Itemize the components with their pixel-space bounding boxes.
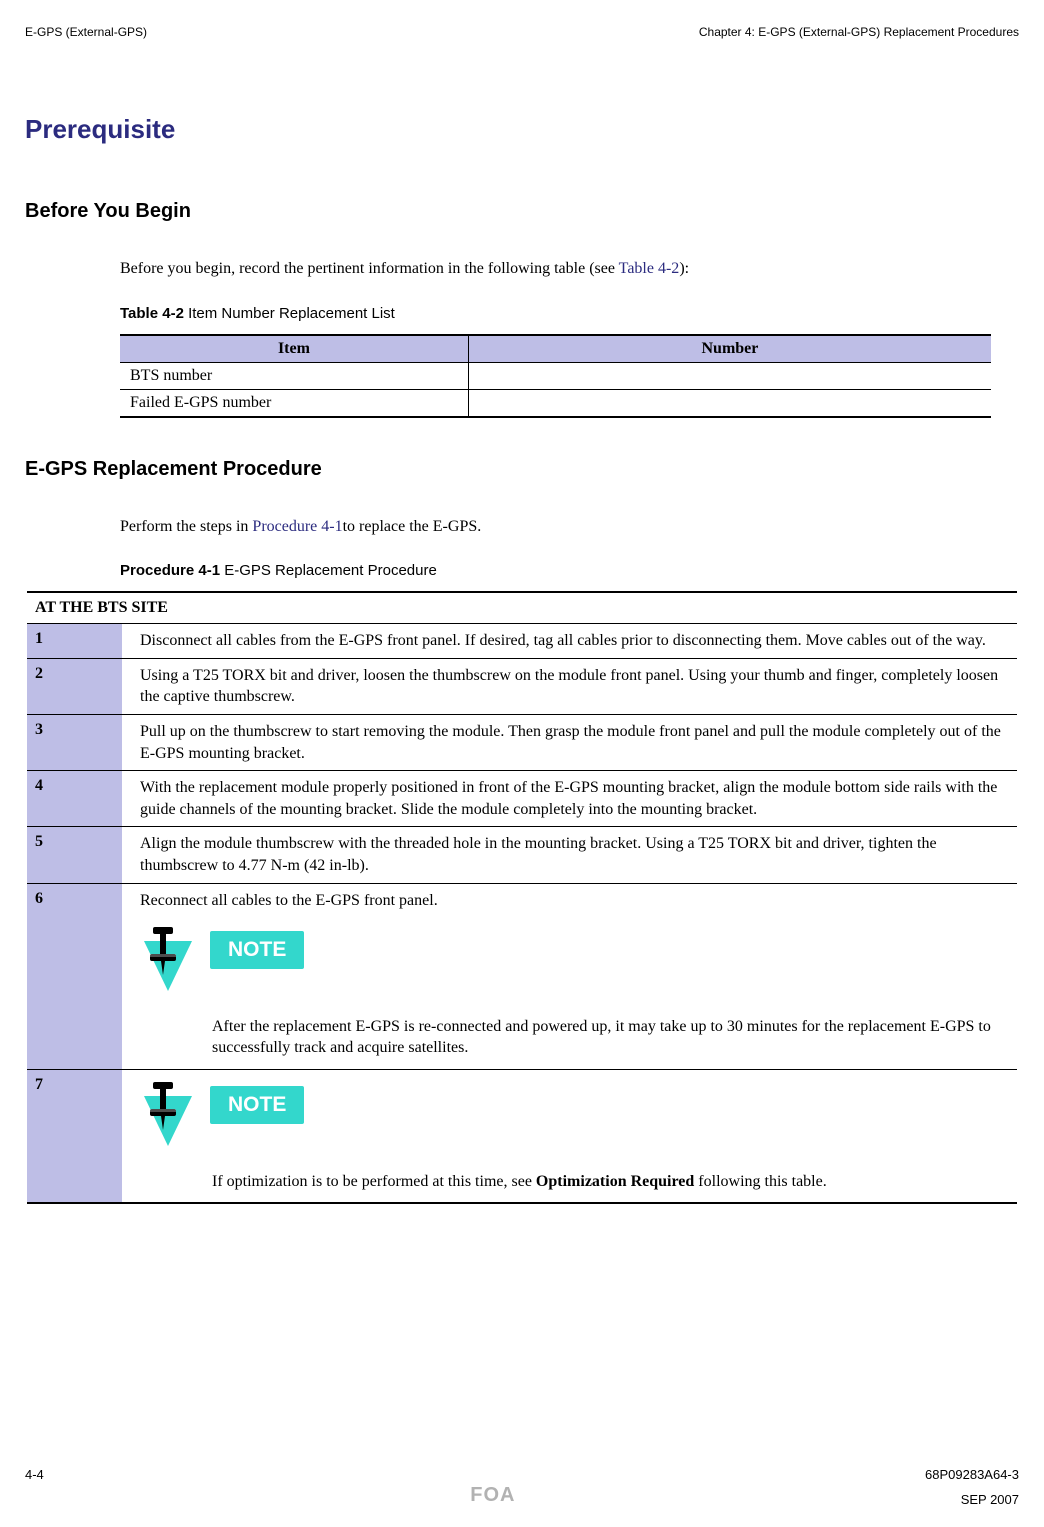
step-text: Disconnect all cables from the E-GPS fro… xyxy=(122,624,1017,659)
table-row: 6 Reconnect all cables to the E-GPS fron… xyxy=(27,883,1017,1069)
step-text: Using a T25 TORX bit and driver, loosen … xyxy=(122,658,1017,714)
before-you-begin-intro: Before you begin, record the pertinent i… xyxy=(120,258,1019,280)
procedure-table: AT THE BTS SITE 1 Disconnect all cables … xyxy=(27,591,1017,1204)
note-pushpin-icon xyxy=(140,1080,196,1155)
table-row: Failed E-GPS number xyxy=(120,389,991,417)
table-row: 3 Pull up on the thumbscrew to start rem… xyxy=(27,714,1017,770)
step-text: Reconnect all cables to the E-GPS front … xyxy=(122,883,1017,1069)
step-num: 5 xyxy=(27,827,122,883)
footer-doc-num: 68P09283A64-3 xyxy=(925,1467,1019,1482)
note-text: After the replacement E-GPS is re-connec… xyxy=(212,1016,1009,1059)
note-block: NOTE If optimization is to be performed … xyxy=(140,1080,1009,1192)
step-num: 3 xyxy=(27,714,122,770)
table-row: 5 Align the module thumbscrew with the t… xyxy=(27,827,1017,883)
step-6-text: Reconnect all cables to the E-GPS front … xyxy=(140,892,438,909)
page-header: E-GPS (External-GPS) Chapter 4: E-GPS (E… xyxy=(25,25,1019,39)
h2-egps-replacement: E-GPS Replacement Procedure xyxy=(25,458,1019,481)
step-num: 6 xyxy=(27,883,122,1069)
table-4-2-caption: Table 4-2 Item Number Replacement List xyxy=(120,305,1019,322)
note-post: following this table. xyxy=(694,1173,826,1190)
cell-item: Failed E-GPS number xyxy=(120,389,468,417)
step-num: 4 xyxy=(27,771,122,827)
procedure-4-1-caption: Procedure 4-1 E-GPS Replacement Procedur… xyxy=(120,562,1019,579)
table-4-2: Item Number BTS number Failed E-GPS numb… xyxy=(120,334,991,418)
header-right: Chapter 4: E-GPS (External-GPS) Replacem… xyxy=(699,25,1019,39)
note-label: NOTE xyxy=(210,931,304,969)
table-row: 2 Using a T25 TORX bit and driver, loose… xyxy=(27,658,1017,714)
footer-foa: FOA xyxy=(470,1484,515,1507)
cell-item: BTS number xyxy=(120,362,468,389)
page-footer: 4-4 68P09283A64-3 FOA SEP 2007 xyxy=(25,1467,1019,1507)
note-pre: If optimization is to be performed at th… xyxy=(212,1173,536,1190)
step-text: NOTE If optimization is to be performed … xyxy=(122,1069,1017,1203)
proc-caption-bold: Procedure 4-1 xyxy=(120,562,220,579)
intro-pre: Before you begin, record the pertinent i… xyxy=(120,260,619,277)
step-text: With the replacement module properly pos… xyxy=(122,771,1017,827)
note-block: NOTE After the replacement E-GPS is re-c… xyxy=(140,925,1009,1059)
note-text: If optimization is to be performed at th… xyxy=(212,1171,1009,1193)
egps-intro-post: to replace the E-GPS. xyxy=(343,518,482,535)
table-4-2-col-item: Item xyxy=(120,335,468,363)
egps-intro-pre: Perform the steps in xyxy=(120,518,252,535)
cell-number xyxy=(468,389,991,417)
step-num: 1 xyxy=(27,624,122,659)
caption-rest: Item Number Replacement List xyxy=(184,305,395,322)
step-text: Align the module thumbscrew with the thr… xyxy=(122,827,1017,883)
table-4-2-link[interactable]: Table 4-2 xyxy=(619,260,680,277)
step-num: 2 xyxy=(27,658,122,714)
note-label: NOTE xyxy=(210,1086,304,1124)
egps-intro: Perform the steps in Procedure 4-1to rep… xyxy=(120,516,1019,538)
h2-before-you-begin: Before You Begin xyxy=(25,200,1019,223)
table-row: 4 With the replacement module properly p… xyxy=(27,771,1017,827)
caption-bold: Table 4-2 xyxy=(120,305,184,322)
procedure-4-1-link[interactable]: Procedure 4-1 xyxy=(252,518,342,535)
note-pushpin-icon xyxy=(140,925,196,1000)
table-4-2-col-number: Number xyxy=(468,335,991,363)
step-text: Pull up on the thumbscrew to start remov… xyxy=(122,714,1017,770)
proc-caption-rest: E-GPS Replacement Procedure xyxy=(220,562,437,579)
header-left: E-GPS (External-GPS) xyxy=(25,25,147,39)
h1-prerequisite: Prerequisite xyxy=(25,114,1019,145)
intro-post: ): xyxy=(679,260,689,277)
footer-date: SEP 2007 xyxy=(961,1492,1019,1507)
note-bold: Optimization Required xyxy=(536,1173,694,1190)
step-num: 7 xyxy=(27,1069,122,1203)
cell-number xyxy=(468,362,991,389)
footer-page-num: 4-4 xyxy=(25,1467,44,1482)
table-row: BTS number xyxy=(120,362,991,389)
table-row: 1 Disconnect all cables from the E-GPS f… xyxy=(27,624,1017,659)
table-row: 7 NOTE xyxy=(27,1069,1017,1203)
at-bts-site-header: AT THE BTS SITE xyxy=(27,592,1017,624)
